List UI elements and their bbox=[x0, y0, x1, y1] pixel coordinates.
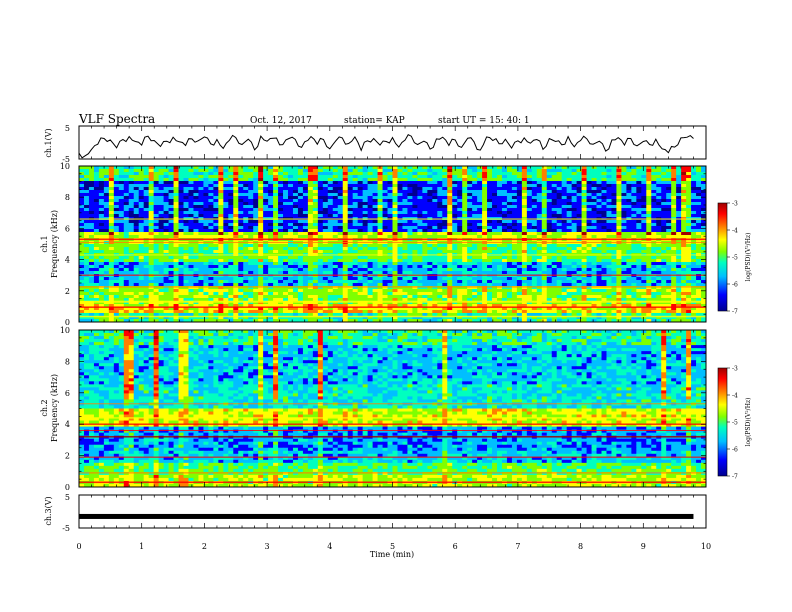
ytick-label-8-ch2: 8 bbox=[65, 357, 70, 366]
ytick-label-2-ch2: 2 bbox=[65, 452, 70, 461]
ytick-label-0-ch2: 0 bbox=[65, 483, 70, 492]
figure-title: VLF Spectra bbox=[78, 112, 155, 126]
colorbar-tick-label-ch1: -6 bbox=[732, 282, 738, 289]
ch2-colorbar-ticks: -3 -4 -5 -6 -7 bbox=[727, 366, 738, 481]
ytick-label-6-ch1: 6 bbox=[65, 224, 70, 233]
ch1-colorbar-gradient bbox=[718, 203, 727, 311]
colorbar-tick-label-ch2: -4 bbox=[732, 393, 738, 400]
ytick-label-8-ch1: 8 bbox=[65, 193, 70, 202]
ch1-ytick-top: 5 bbox=[65, 124, 70, 133]
start-time-label: start UT = 15: 40: 1 bbox=[438, 116, 530, 126]
x-tick-label-3: 3 bbox=[265, 542, 270, 551]
ytick-label-2-ch1: 2 bbox=[65, 287, 70, 296]
ytick-label-4-ch1: 4 bbox=[65, 256, 70, 265]
x-axis-label: Time (min) bbox=[370, 550, 414, 559]
ch2-spectrogram-image bbox=[79, 330, 706, 487]
ch1-spectrogram-ylabel-channel: ch.1 bbox=[40, 235, 49, 252]
ch1-colorbar-label: log(PSD)(V²/Hz) bbox=[745, 233, 752, 282]
ch3-ytick-bottom: -5 bbox=[62, 524, 70, 533]
ch3-ytick-top: 5 bbox=[65, 493, 70, 502]
x-tick-label-6: 6 bbox=[453, 542, 458, 551]
colorbar-tick-label-ch2: -7 bbox=[732, 474, 738, 481]
ch1-waveform-ylabel: ch.1(V) bbox=[44, 128, 53, 157]
ch1-waveform-panel: ch.1(V) 5 -5 bbox=[44, 124, 706, 164]
x-tick-label-8: 8 bbox=[578, 542, 583, 551]
colorbar-tick-label-ch1: -7 bbox=[732, 309, 738, 316]
ytick-label-10-ch1: 10 bbox=[60, 162, 70, 171]
ch2-spectrogram-ytick-labels: 0 2 4 6 8 10 bbox=[60, 326, 70, 492]
ytick-label-4-ch2: 4 bbox=[65, 420, 70, 429]
x-tick-label-2: 2 bbox=[202, 542, 207, 551]
x-tick-label-7: 7 bbox=[515, 542, 520, 551]
ch3-waveform-panel: ch.3(V) 5 -5 0 1 2 3 4 5 6 7 8 9 10 Time (min) bbox=[44, 493, 711, 559]
x-tick-label-0: 0 bbox=[76, 542, 81, 551]
colorbar-tick-label-ch2: -3 bbox=[732, 366, 738, 373]
ch1-colorbar-ticks: -3 -4 -5 -6 -7 bbox=[727, 201, 738, 316]
ch2-spectrogram-ylabel-channel: ch.2 bbox=[40, 399, 49, 416]
station-label: station= KAP bbox=[344, 116, 405, 126]
ch2-colorbar-label: log(PSD)(V²/Hz) bbox=[745, 398, 752, 447]
ch2-colorbar-gradient bbox=[718, 368, 727, 476]
ch3-waveform-ylabel: ch.3(V) bbox=[44, 496, 53, 525]
date-label: Oct. 12, 2017 bbox=[250, 116, 312, 126]
ytick-label-10-ch2: 10 bbox=[60, 326, 70, 335]
ch1-spectrogram-ylabel-frequency: Frequency (kHz) bbox=[50, 210, 59, 278]
colorbar-tick-label-ch1: -5 bbox=[732, 255, 738, 262]
ch2-colorbar: -3 -4 -5 -6 -7 log(PSD)(V²/Hz) bbox=[718, 366, 752, 481]
ch2-spectrogram-panel: ch.2 Frequency (kHz) 0 2 4 6 8 10 bbox=[40, 326, 706, 492]
colorbar-tick-label-ch2: -5 bbox=[732, 420, 738, 427]
ch2-spectrogram-ylabel-frequency: Frequency (kHz) bbox=[50, 374, 59, 442]
colorbar-tick-label-ch1: -3 bbox=[732, 201, 738, 208]
colorbar-tick-label-ch2: -6 bbox=[732, 447, 738, 454]
ch1-spectrogram-image bbox=[79, 166, 706, 322]
ch3-waveform-trace bbox=[79, 514, 693, 519]
colorbar-tick-label-ch1: -4 bbox=[732, 228, 738, 235]
x-tick-label-4: 4 bbox=[327, 542, 332, 551]
x-tick-label-9: 9 bbox=[641, 542, 646, 551]
x-tick-label-10: 10 bbox=[701, 542, 711, 551]
ytick-label-6-ch2: 6 bbox=[65, 389, 70, 398]
ch1-colorbar: -3 -4 -5 -6 -7 log(PSD)(V²/Hz) bbox=[718, 201, 752, 316]
x-tick-label-1: 1 bbox=[139, 542, 144, 551]
